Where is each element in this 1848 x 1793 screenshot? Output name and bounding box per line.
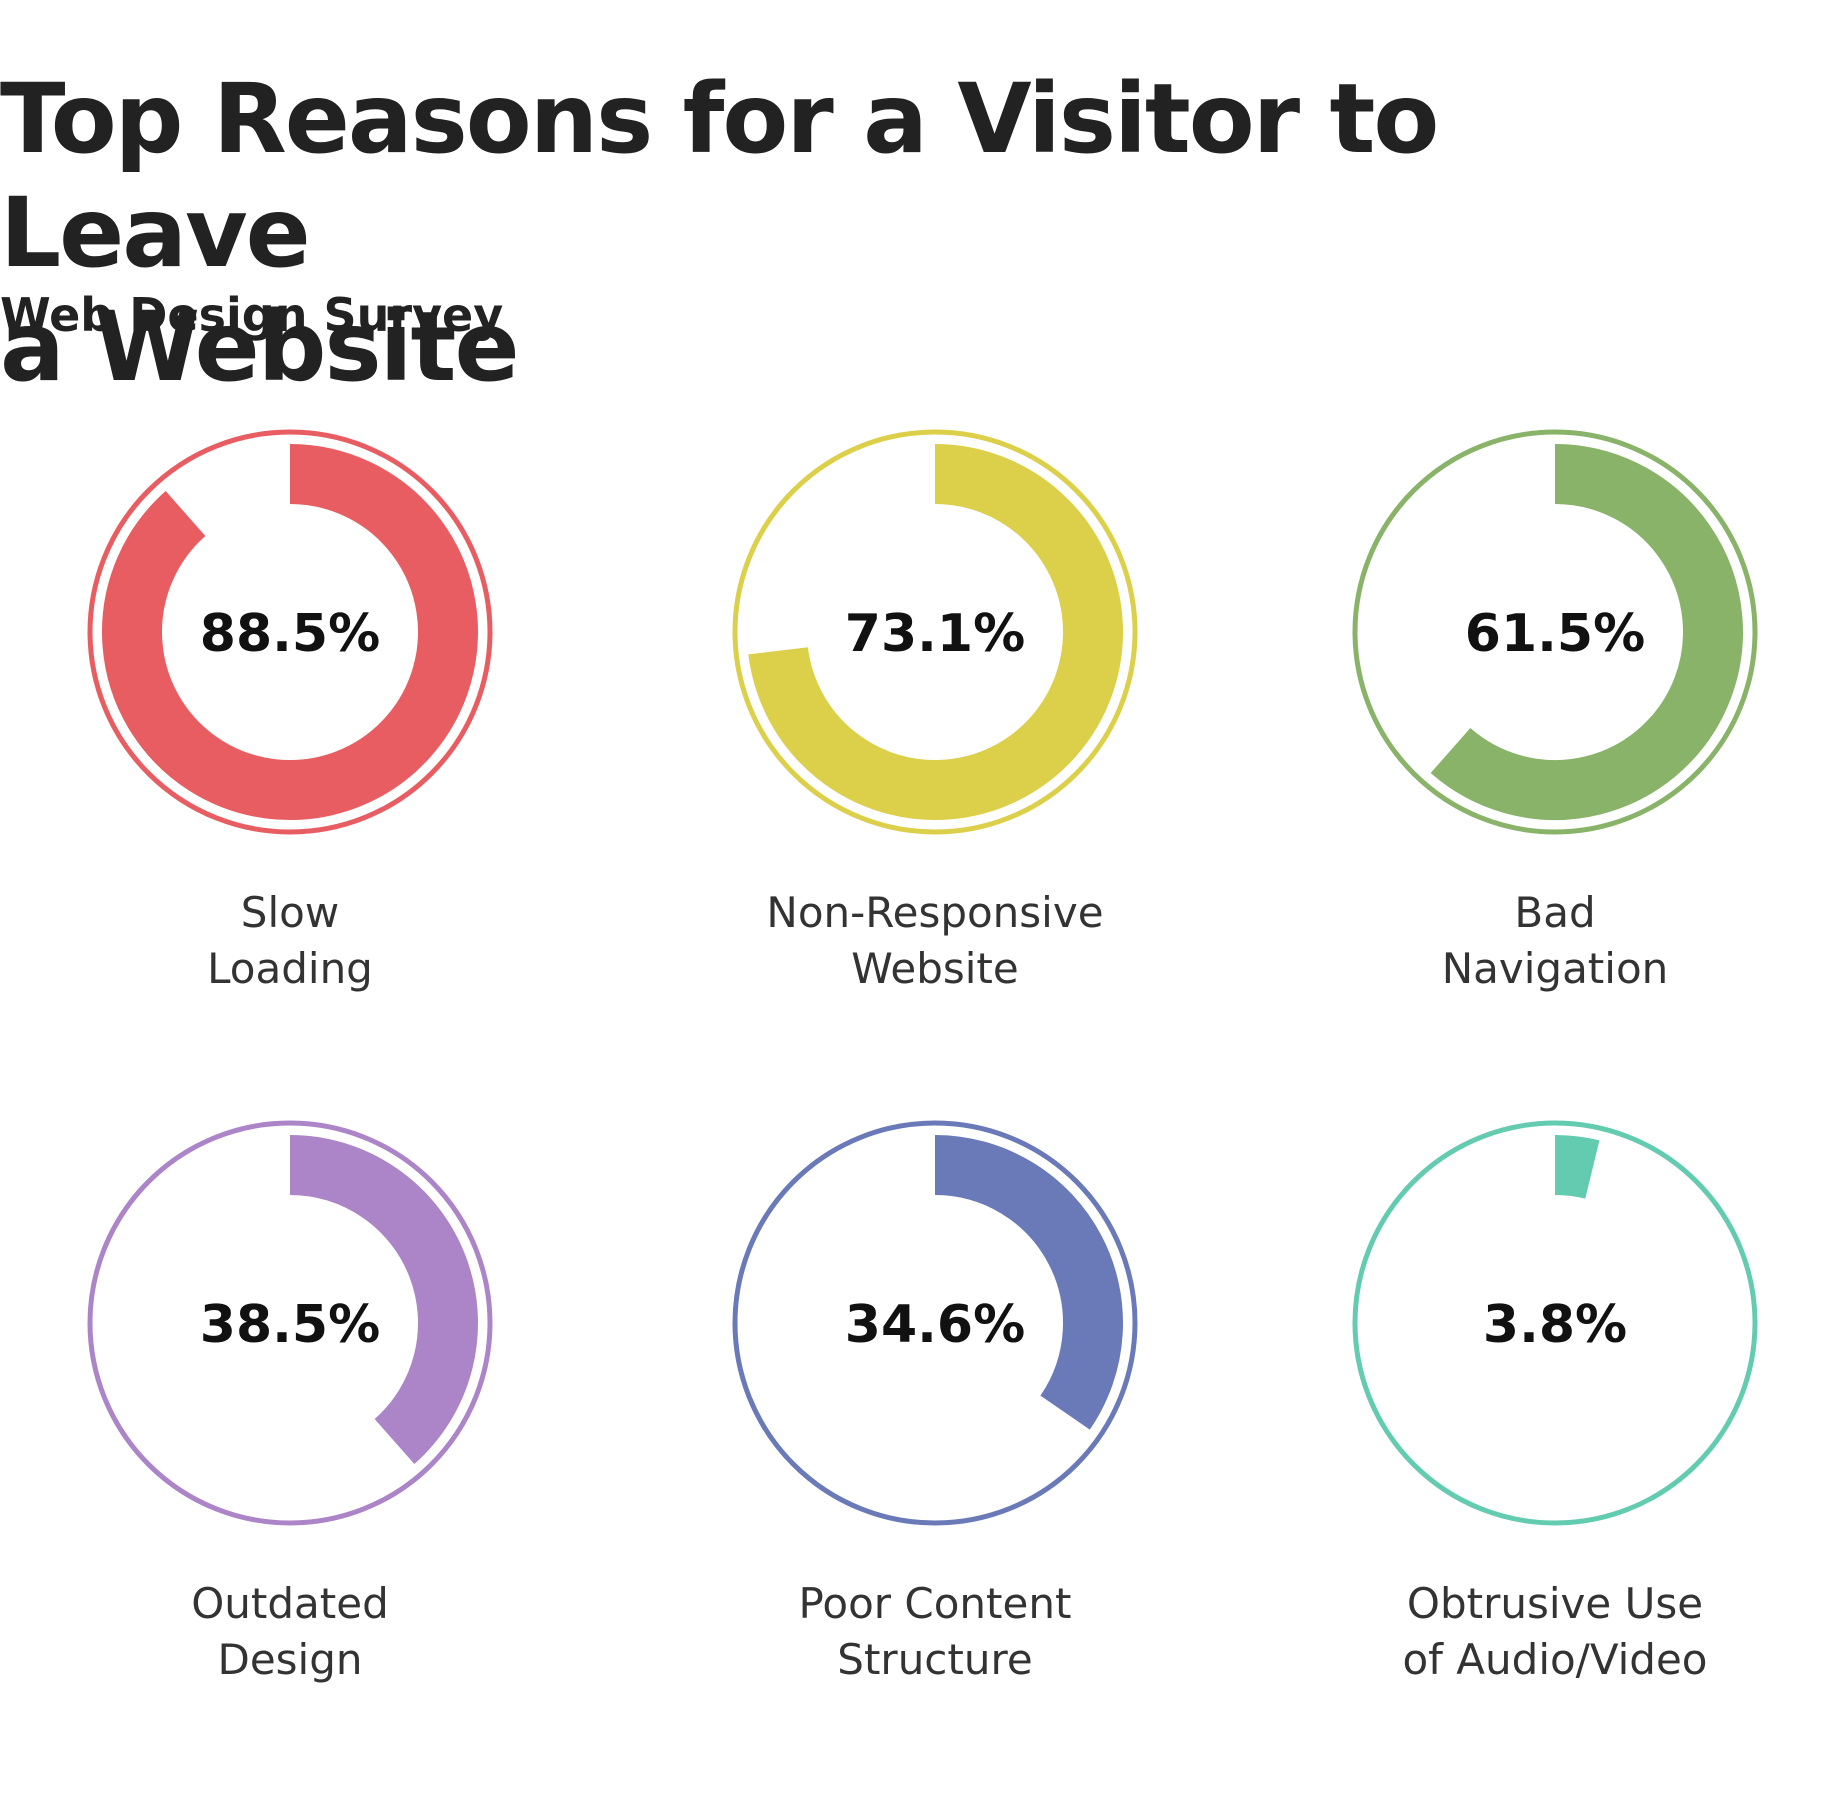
donut-arc-non-responsive-website [748,444,1123,820]
donut-value-slow-loading: 88.5% [200,604,380,664]
donut-ring-poor-content-structure [732,1120,1138,1526]
chart-title: Top Reasons for a Visitor to Leave a Web… [0,62,1600,404]
donut-value-bad-navigation: 61.5% [1465,604,1645,664]
donut-poor-content-structure: 34.6% Poor Content Structure [732,1120,1138,1684]
donut-label-obtrusive-use-of-audio-video-line-1: Obtrusive Use [1407,1579,1703,1628]
donut-label-non-responsive-website-line-1: Non-Responsive [766,888,1103,937]
donut-bad-navigation: 61.5% Bad Navigation [1352,429,1758,993]
chart-title-line-2: a Website [0,291,520,403]
donut-label-poor-content-structure-line-2: Structure [837,1635,1032,1684]
donut-value-poor-content-structure: 34.6% [845,1295,1025,1355]
donut-arc-poor-content-structure [934,1135,1123,1430]
donut-obtrusive-use-of-audio-video: 3.8% Obtrusive Use of Audio/Video [1352,1120,1758,1684]
donut-label-outdated-design-line-2: Design [217,1635,362,1684]
chart-subtitle: Web Design Survey [0,288,504,342]
donut-arc-outdated-design [289,1135,478,1464]
chart-title-line-1: Top Reasons for a Visitor to Leave [0,63,1439,289]
donut-ring-obtrusive-use-of-audio-video [1352,1120,1758,1526]
donut-value-outdated-design: 38.5% [200,1295,380,1355]
donut-label-obtrusive-use-of-audio-video-line-2: of Audio/Video [1402,1635,1707,1684]
donut-label-bad-navigation-line-2: Navigation [1442,944,1669,993]
donut-value-obtrusive-use-of-audio-video: 3.8% [1483,1295,1627,1355]
donut-label-poor-content-structure-line-1: Poor Content [799,1579,1072,1628]
donut-arc-slow-loading [102,444,478,820]
donut-ring-slow-loading [87,429,493,835]
donut-ring-bad-navigation [1352,429,1758,835]
donut-ring-non-responsive-website [732,429,1138,835]
donut-label-slow-loading-line-1: Slow [241,888,339,937]
donut-arc-bad-navigation [1430,444,1743,820]
donut-outdated-design: 38.5% Outdated Design [87,1120,493,1684]
donut-label-outdated-design-line-1: Outdated [191,1579,389,1628]
donut-label-non-responsive-website-line-2: Website [851,944,1018,993]
donut-arc-obtrusive-use-of-audio-video [1554,1135,1600,1199]
donut-slow-loading: 88.5% Slow Loading [87,429,493,993]
donut-label-bad-navigation-line-1: Bad [1514,888,1595,937]
donut-ring-outdated-design [87,1120,493,1526]
donut-non-responsive-website: 73.1% Non-Responsive Website [732,429,1138,993]
donut-label-slow-loading-line-2: Loading [207,944,373,993]
donut-value-non-responsive-website: 73.1% [845,604,1025,664]
